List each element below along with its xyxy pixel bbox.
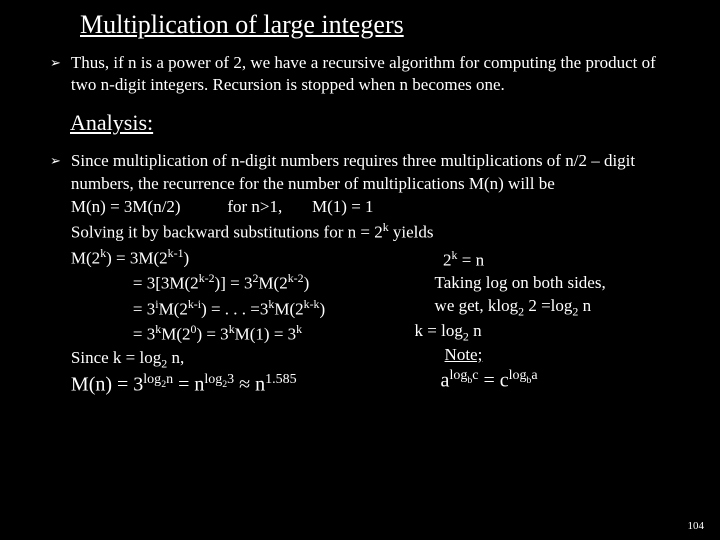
bullet-2-body: Since multiplication of n-digit numbers … bbox=[71, 150, 680, 399]
bullet-2: ➢ Since multiplication of n-digit number… bbox=[50, 150, 680, 399]
solving-line: Solving it by backward substitutions for… bbox=[71, 219, 680, 245]
bullet-1: ➢ Thus, if n is a power of 2, we have a … bbox=[50, 52, 680, 96]
identity-line: alogbc = clogba bbox=[441, 367, 680, 395]
side-note: 2k = n Taking log on both sides, we get,… bbox=[435, 245, 680, 399]
page-number: 104 bbox=[688, 520, 705, 532]
side-line-1: 2k = n bbox=[435, 247, 680, 273]
derivation-left: M(2k) = 3M(2k-1) = 3[3M(2k-2)] = 32M(2k-… bbox=[71, 245, 415, 399]
bullet-arrow-icon: ➢ bbox=[50, 55, 61, 96]
recurrence-line: M(n) = 3M(n/2) for n>1, M(1) = 1 bbox=[71, 196, 680, 219]
side-line-2: Taking log on both sides, bbox=[435, 272, 680, 295]
bullet-arrow-icon: ➢ bbox=[50, 153, 61, 399]
result-line: M(n) = 3log2n = nlog23 ≈ n1.585 bbox=[71, 371, 415, 399]
since-line: Since k = log2 n, bbox=[71, 347, 415, 371]
side-note-label: Note; bbox=[445, 344, 680, 367]
recurrence-intro: Since multiplication of n-digit numbers … bbox=[71, 150, 680, 196]
deriv-line-1: M(2k) = 3M(2k-1) bbox=[71, 245, 415, 271]
analysis-heading: Analysis: bbox=[70, 110, 680, 136]
side-line-3: we get, klog2 2 =log2 n bbox=[435, 295, 680, 319]
deriv-line-4: = 3kM(20) = 3kM(1) = 3k bbox=[133, 321, 415, 347]
side-line-4: k = log2 n bbox=[415, 320, 680, 344]
bullet-1-text: Thus, if n is a power of 2, we have a re… bbox=[71, 52, 680, 96]
deriv-line-2: = 3[3M(2k-2)] = 32M(2k-2) bbox=[133, 270, 415, 296]
slide-title: Multiplication of large integers bbox=[80, 10, 680, 40]
deriv-line-3: = 3iM(2k-i) = . . . =3kM(2k-k) bbox=[133, 296, 415, 322]
